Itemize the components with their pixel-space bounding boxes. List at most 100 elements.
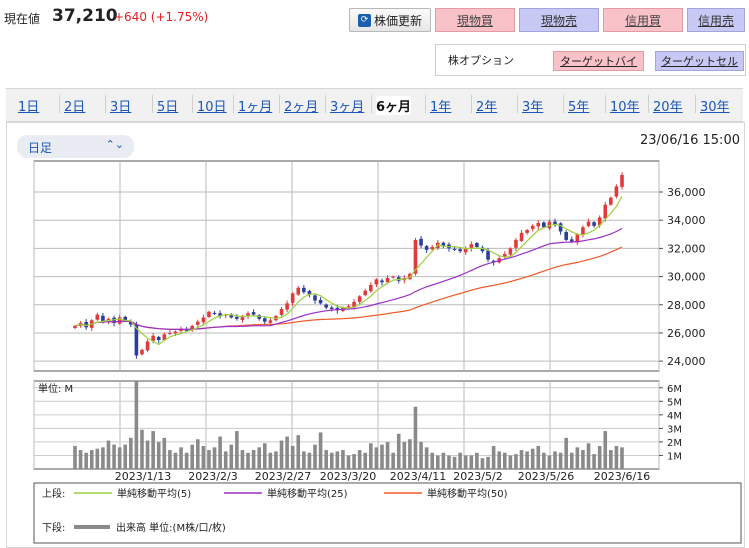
volume-bar <box>564 437 568 469</box>
tab-1[interactable]: 2日 <box>64 100 86 115</box>
volume-bar <box>117 447 122 469</box>
margin-buy-button[interactable]: 信用買 <box>603 8 683 32</box>
volume-tick-label: 2M <box>667 438 682 449</box>
candle-body <box>190 325 195 331</box>
tab-15[interactable]: 30年 <box>700 100 730 115</box>
target-sell-button[interactable]: ターゲットセル <box>655 51 744 71</box>
tab-13[interactable]: 10年 <box>610 100 640 115</box>
volume-bar <box>385 441 390 469</box>
candle-body <box>129 321 133 325</box>
candle-body <box>73 325 77 329</box>
candle-body <box>486 250 490 260</box>
candle-body <box>592 222 596 226</box>
volume-tick-label: 5M <box>667 397 682 408</box>
volume-bar <box>575 447 580 469</box>
volume-bar <box>296 435 301 469</box>
volume-bar <box>402 441 407 469</box>
volume-bar <box>463 455 468 469</box>
candle-body <box>419 238 423 246</box>
volume-bar <box>229 444 234 469</box>
tab-9[interactable]: 1年 <box>430 100 452 115</box>
volume-bar <box>380 444 384 469</box>
candle-body <box>251 312 256 315</box>
tab-11[interactable]: 3年 <box>522 100 544 115</box>
tab-8[interactable]: 6ヶ月 <box>376 96 412 115</box>
candle-body <box>597 217 602 226</box>
tab-separator <box>605 95 606 113</box>
tab-separator <box>325 95 326 113</box>
tab-14[interactable]: 20年 <box>653 100 683 115</box>
volume-bar <box>458 452 462 469</box>
options-box <box>435 44 746 76</box>
tab-10[interactable]: 2年 <box>476 100 498 115</box>
volume-bar <box>424 447 429 469</box>
price-label: 現在値 <box>4 12 41 26</box>
volume-bar <box>357 450 362 469</box>
candle-body <box>173 331 178 334</box>
candle-body <box>469 244 474 249</box>
candle-body <box>441 242 446 246</box>
tab-separator <box>371 95 372 113</box>
candle-body <box>603 204 608 219</box>
tab-separator <box>695 95 696 113</box>
volume-bar <box>335 451 340 469</box>
tab-separator <box>105 95 106 113</box>
volume-bar <box>257 447 261 469</box>
volume-bar <box>274 451 278 469</box>
x-tick-label: 2023/3/20 <box>320 470 376 483</box>
candle-body <box>430 246 435 250</box>
candle-body <box>257 315 261 319</box>
volume-bar <box>184 452 189 469</box>
x-tick-label: 2023/2/27 <box>255 470 311 483</box>
volume-bar <box>603 431 608 469</box>
volume-bar <box>586 443 591 469</box>
candle-body <box>246 313 250 317</box>
legend-lower-label: 下段: <box>42 521 65 534</box>
candle-period-select[interactable]: 日足 ⌃⌄ <box>17 135 134 158</box>
volume-bar <box>123 444 128 469</box>
tab-6[interactable]: 2ヶ月 <box>284 100 319 115</box>
ma25-line <box>74 227 623 330</box>
volume-bar <box>609 450 613 469</box>
spot-buy-button[interactable]: 現物買 <box>435 8 515 32</box>
tab-2[interactable]: 3日 <box>110 100 132 115</box>
margin-sell-button[interactable]: 信用売 <box>687 8 745 32</box>
candle-body <box>413 239 418 274</box>
candle-body <box>369 285 373 292</box>
volume-bar <box>285 436 289 469</box>
tab-7[interactable]: 3ヶ月 <box>330 100 365 115</box>
candle-body <box>184 329 189 331</box>
volume-bar <box>491 445 496 469</box>
volume-bar <box>235 431 239 469</box>
tab-separator <box>233 95 234 113</box>
volume-bar <box>262 443 267 469</box>
candle-body <box>374 279 379 285</box>
tab-12[interactable]: 5年 <box>568 100 590 115</box>
candle-body <box>151 335 155 341</box>
candle-body <box>564 232 568 240</box>
candle-body <box>475 243 479 247</box>
volume-bar <box>369 443 373 469</box>
volume-bar <box>480 458 485 469</box>
tab-separator <box>279 95 280 113</box>
volume-bar <box>391 452 395 469</box>
candle-body <box>279 308 284 315</box>
volume-bar <box>519 450 524 469</box>
volume-bar <box>313 444 317 469</box>
tab-5[interactable]: 1ヶ月 <box>238 100 273 115</box>
candle-body <box>463 248 468 253</box>
target-buy-button[interactable]: ターゲットバイ <box>553 51 644 71</box>
volume-bar <box>419 441 423 469</box>
volume-bar <box>73 445 77 469</box>
volume-bar <box>508 455 513 469</box>
tab-4[interactable]: 10日 <box>197 100 227 115</box>
spot-sell-button[interactable]: 現物売 <box>519 8 599 32</box>
tab-0[interactable]: 1日 <box>18 100 40 115</box>
volume-bar <box>218 436 222 469</box>
tab-3[interactable]: 5日 <box>157 100 179 115</box>
period-tabs-bar <box>6 88 743 122</box>
refresh-price-button[interactable]: ⟳ 株価更新 <box>349 8 431 32</box>
volume-bar <box>413 406 418 469</box>
refresh-icon: ⟳ <box>357 13 371 27</box>
volume-bar <box>486 456 490 469</box>
